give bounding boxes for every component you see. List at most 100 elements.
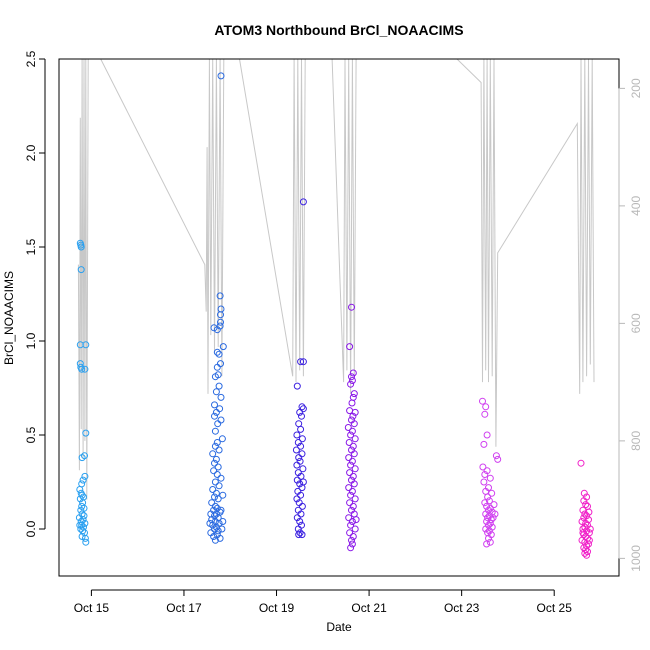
data-point bbox=[298, 403, 306, 411]
series-4 bbox=[344, 303, 360, 552]
data-point bbox=[80, 512, 88, 520]
data-point bbox=[82, 341, 90, 349]
data-point bbox=[215, 482, 223, 490]
data-point bbox=[350, 390, 358, 398]
data-point bbox=[219, 518, 227, 525]
data-point bbox=[209, 486, 217, 493]
data-point bbox=[211, 536, 219, 544]
data-point bbox=[348, 373, 355, 381]
data-point bbox=[292, 446, 300, 454]
data-point bbox=[294, 525, 302, 533]
pressure-line bbox=[77, 58, 595, 500]
data-point bbox=[580, 489, 588, 497]
data-point bbox=[483, 502, 491, 510]
data-point bbox=[479, 463, 487, 471]
x-tick-label: Oct 15 bbox=[74, 601, 110, 615]
data-point bbox=[293, 431, 301, 439]
pressure-trace bbox=[77, 58, 595, 500]
data-point bbox=[348, 457, 356, 465]
data-point bbox=[212, 489, 220, 497]
data-point bbox=[219, 491, 227, 499]
data-point bbox=[480, 440, 488, 448]
data-point bbox=[211, 427, 219, 435]
data-point bbox=[350, 420, 358, 428]
data-point bbox=[348, 487, 356, 495]
data-point bbox=[298, 502, 306, 510]
data-point bbox=[213, 348, 221, 356]
data-point bbox=[482, 510, 490, 518]
x-tick-label: Oct 17 bbox=[166, 601, 202, 615]
data-point bbox=[299, 465, 307, 473]
data-point bbox=[214, 527, 222, 535]
series-5 bbox=[479, 397, 502, 548]
data-point bbox=[213, 363, 221, 371]
data-point bbox=[581, 510, 589, 518]
y-tick-label: 0.0 bbox=[24, 520, 38, 537]
data-point bbox=[293, 461, 301, 469]
data-point bbox=[211, 493, 218, 501]
y2-tick-label: 1000 bbox=[629, 545, 643, 572]
data-point bbox=[77, 243, 85, 251]
data-point bbox=[293, 382, 301, 390]
data-point bbox=[211, 525, 218, 533]
data-point bbox=[75, 514, 83, 522]
data-point bbox=[482, 403, 490, 411]
data-point bbox=[295, 531, 303, 539]
data-point bbox=[81, 365, 89, 373]
x-tick-label: Oct 19 bbox=[259, 601, 295, 615]
data-point bbox=[214, 420, 222, 428]
data-point bbox=[297, 510, 305, 518]
data-point bbox=[217, 360, 224, 368]
data-point bbox=[212, 388, 220, 396]
data-point bbox=[299, 405, 307, 413]
data-point bbox=[345, 514, 353, 522]
data-point bbox=[583, 551, 591, 559]
data-point bbox=[484, 493, 492, 501]
data-point bbox=[211, 478, 219, 486]
data-point bbox=[490, 501, 498, 509]
data-point bbox=[351, 495, 359, 503]
data-point bbox=[293, 495, 301, 503]
x-axis-title: Date bbox=[326, 620, 352, 634]
data-point bbox=[81, 472, 89, 480]
data-point bbox=[215, 350, 223, 358]
data-point bbox=[580, 497, 588, 505]
data-point bbox=[585, 508, 593, 516]
data-point bbox=[213, 326, 221, 334]
data-point bbox=[483, 540, 491, 548]
data-point bbox=[299, 198, 307, 206]
data-point bbox=[211, 373, 219, 381]
data-point bbox=[483, 431, 491, 439]
data-point bbox=[578, 518, 586, 525]
data-point bbox=[346, 407, 354, 415]
data-point bbox=[351, 465, 359, 473]
data-point bbox=[347, 431, 355, 439]
data-point bbox=[297, 442, 305, 450]
series-2 bbox=[206, 72, 227, 544]
data-point bbox=[216, 292, 224, 300]
data-point bbox=[217, 506, 225, 514]
y-axis: 0.0 0.5 1.0 1.5 2.0 2.5 bbox=[24, 50, 46, 537]
data-point bbox=[76, 521, 84, 529]
data-point bbox=[216, 534, 224, 542]
data-point bbox=[77, 525, 85, 533]
x-axis: Oct 15 Oct 17 Oct 19 Oct 21 Oct 23 Oct 25 bbox=[74, 589, 572, 615]
data-point bbox=[217, 416, 225, 424]
data-point bbox=[488, 489, 496, 497]
data-point bbox=[348, 303, 355, 311]
y-axis-title: BrCl_NOAACIMS bbox=[2, 271, 16, 365]
data-point bbox=[217, 393, 225, 401]
data-point bbox=[351, 408, 359, 416]
data-point bbox=[482, 525, 490, 533]
data-point bbox=[215, 382, 223, 390]
data-point bbox=[346, 343, 354, 351]
series-3 bbox=[292, 198, 307, 539]
data-point bbox=[479, 397, 486, 405]
data-point bbox=[299, 358, 307, 366]
data-point bbox=[349, 502, 357, 510]
data-point bbox=[295, 420, 303, 428]
data-point bbox=[296, 529, 304, 537]
series-1 bbox=[75, 239, 90, 546]
data-point bbox=[579, 506, 587, 514]
data-point bbox=[218, 435, 226, 443]
